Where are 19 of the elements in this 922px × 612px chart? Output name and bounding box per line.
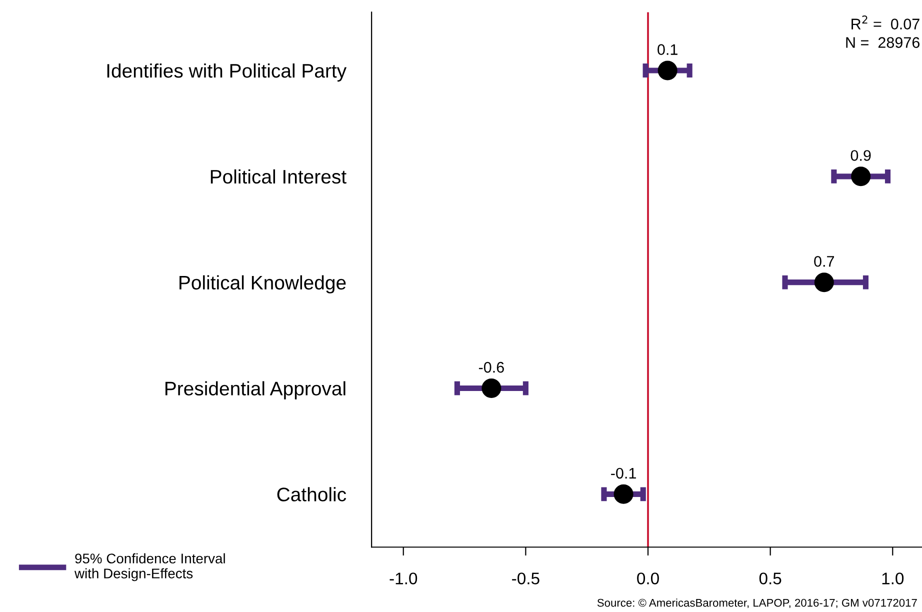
y-tick-label: Political Knowledge [180,275,346,294]
x-tick-label: 1.0 [882,572,904,584]
y-tick-label: Identifies with Political Party [107,63,347,82]
y-tick-label: Presidential Approval [165,381,346,400]
data-label: -0.6 [478,362,504,373]
annotation: N = 28976 [846,37,920,48]
x-tick-label: 0.0 [637,572,659,584]
source-note: Source: © AmericasBarometer, LAPOP, 2016-17; GM v07172017 [597,598,917,608]
data-label: 0.7 [814,256,834,267]
data-label: 0.1 [658,44,678,55]
x-tick-label: 0.5 [759,572,782,584]
annotation: R$^{2}$ = 0.07 [852,16,920,30]
text: 95% Confidence Interval with Design-Effects [74,553,225,582]
x-tick-label: -0.5 [512,572,540,584]
y-tick-label: Catholic [277,487,346,502]
x-tick-label: -1.0 [390,572,418,584]
y-tick-label: Political Interest [210,169,346,184]
data-label: 0.9 [850,150,871,161]
data-label: -0.1 [611,468,636,479]
